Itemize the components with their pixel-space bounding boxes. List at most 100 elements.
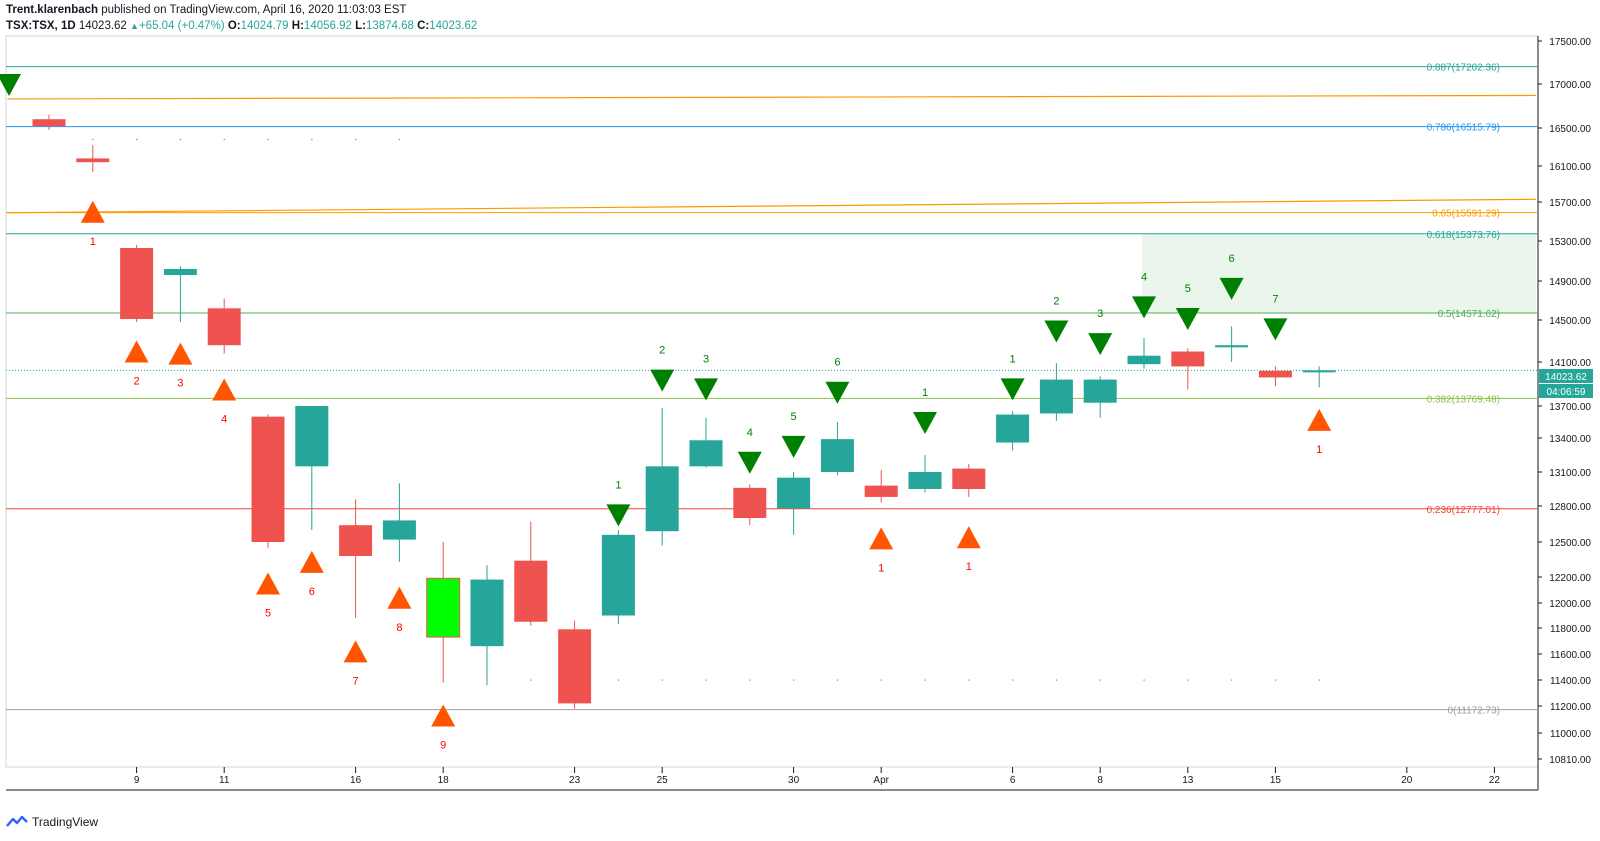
y-tick-label: 14100.00 <box>1549 358 1591 369</box>
price-change: +65.04 (+0.47%) <box>138 20 225 32</box>
y-tick-label: 16500.00 <box>1549 124 1591 135</box>
y-tick-label: 11600.00 <box>1550 650 1591 661</box>
fib-label-4: 0.5(14571.62) <box>1438 309 1500 320</box>
close-value: 14023.62 <box>429 20 478 32</box>
buy-count-label: 7 <box>353 675 359 687</box>
buy-count-label: 1 <box>1316 444 1322 456</box>
x-tick-label: Apr <box>873 775 889 786</box>
candle-body <box>952 468 986 489</box>
dot-marker <box>1187 679 1189 681</box>
sell-count-label: 2 <box>1053 296 1059 308</box>
dot-marker <box>749 679 751 681</box>
fib-label-5: 0.382(13769.48) <box>1427 394 1500 405</box>
fib-label-6: 0.236(12777.01) <box>1427 505 1500 516</box>
buy-count-label: 5 <box>265 608 271 620</box>
dot-marker <box>661 679 663 681</box>
candle-body <box>908 472 942 489</box>
sell-signal-icon <box>606 504 631 527</box>
candle-body <box>645 466 679 532</box>
buy-signal-icon <box>431 704 456 727</box>
candle-body <box>1083 379 1117 403</box>
y-tick-label: 14900.00 <box>1549 277 1591 288</box>
candle-body <box>382 520 416 540</box>
published-text: published on TradingView.com, April 16, … <box>101 4 407 16</box>
candle-body <box>1039 379 1073 414</box>
buy-signal-icon <box>168 342 193 365</box>
sell-signal-icon <box>1175 308 1200 331</box>
open-value: 14024.79 <box>240 20 289 32</box>
candle-body <box>733 487 767 518</box>
last-price-badge-text: 14023.62 <box>1545 372 1587 383</box>
candle-body <box>864 485 898 497</box>
candle-body <box>514 560 548 622</box>
x-tick-label: 18 <box>438 775 450 786</box>
sell-signal-icon <box>913 412 937 434</box>
buy-count-label: 6 <box>309 586 315 598</box>
sell-count-label: 4 <box>747 427 753 439</box>
high-label: H: <box>291 20 304 32</box>
candle-body <box>777 477 811 509</box>
dot-marker <box>136 138 138 141</box>
dot-marker <box>1012 679 1014 681</box>
candle-body <box>996 414 1030 443</box>
buy-count-label: 1 <box>90 236 96 248</box>
candle-body <box>426 577 461 638</box>
buy-signal-icon <box>299 550 324 573</box>
fib-label-3: 0.618(15373.76) <box>1427 230 1500 241</box>
candle-body <box>1215 345 1249 348</box>
dot-marker <box>836 679 839 681</box>
fib-label-0: 0.887(17202.36) <box>1427 63 1500 74</box>
x-tick-label: 23 <box>569 775 581 786</box>
sell-count-label: 5 <box>791 411 797 423</box>
dot-marker <box>223 138 225 141</box>
x-tick-label: 15 <box>1270 775 1282 786</box>
y-tick-label: 15700.00 <box>1549 198 1591 209</box>
dot-marker <box>398 138 401 141</box>
sell-signal-icon <box>1000 378 1025 401</box>
dot-marker <box>267 138 269 141</box>
sell-count-label: 5 <box>1185 283 1191 295</box>
sell-signal-icon <box>781 435 806 458</box>
x-axis[interactable]: 9 11 16 18 23 25 30 Apr 6 8 13 15 20 22 <box>134 767 1501 786</box>
target-zone-layer <box>1141 233 1537 314</box>
trend-lines-layer <box>6 94 1538 371</box>
sell-signal-icon <box>650 369 675 392</box>
footer-brand[interactable]: TradingView <box>6 815 98 829</box>
candles-layer <box>32 114 1336 709</box>
buy-signal-icon <box>80 200 105 223</box>
y-tick-label: 13100.00 <box>1549 468 1591 479</box>
y-tick-label: 11400.00 <box>1550 676 1591 687</box>
trend-line-0 <box>7 94 1537 100</box>
y-tick-label: 13400.00 <box>1549 434 1591 445</box>
sell-signal-icon <box>0 74 21 96</box>
sell-count-label: 4 <box>1141 271 1147 283</box>
low-label: L: <box>355 20 366 32</box>
countdown-badge-text: 04:06:59 <box>1547 387 1586 398</box>
plot-frame <box>5 35 1539 768</box>
dot-marker <box>1274 679 1277 681</box>
y-tick-label: 12800.00 <box>1549 502 1591 513</box>
publisher-name[interactable]: Trent.klarenbach <box>6 4 99 16</box>
fib-label-7: 0(11172.73) <box>1448 706 1500 717</box>
dot-marker <box>1099 679 1101 681</box>
dot-marker <box>179 138 182 141</box>
candle-body <box>295 406 329 467</box>
sell-count-label: 7 <box>1272 293 1278 305</box>
x-tick-label: 20 <box>1401 775 1413 786</box>
buy-signal-icon <box>956 526 981 549</box>
dot-marker <box>530 679 532 681</box>
sell-signal-icon <box>1219 277 1244 300</box>
y-tick-label: 17500.00 <box>1549 37 1591 48</box>
buy-signal-icon <box>387 586 412 609</box>
sell-signal-icon <box>737 451 762 474</box>
x-tick-label: 16 <box>350 775 362 786</box>
last-price-badge <box>1539 369 1593 383</box>
dot-marker <box>880 679 882 681</box>
buy-count-label: 1 <box>966 561 972 573</box>
y-tick-label: 14500.00 <box>1549 316 1591 327</box>
dot-marker <box>968 679 970 681</box>
trend-line-1 <box>7 198 1537 214</box>
y-axis[interactable]: 10810.00 11000.00 11200.00 11400.00 11600.00… <box>1538 37 1591 766</box>
dot-marker <box>355 138 357 141</box>
